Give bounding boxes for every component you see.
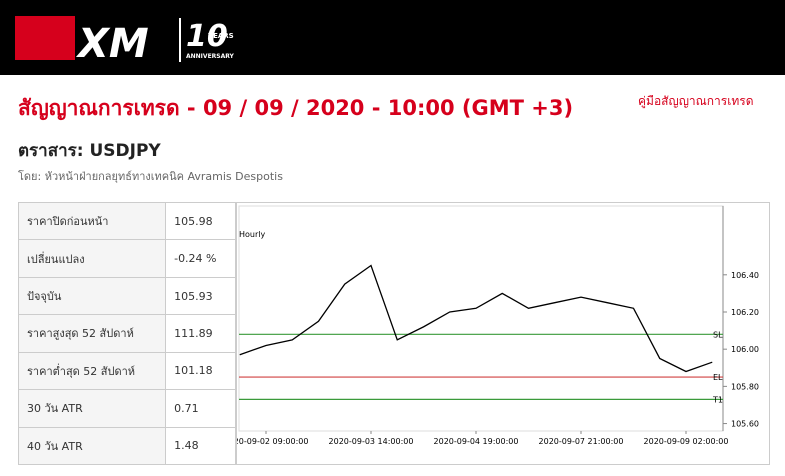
logo: XM 10 YEARS ANNIVERSARY xyxy=(15,16,235,67)
level-label: EL xyxy=(713,373,723,382)
chart-title: Hourly xyxy=(239,230,265,239)
cell-label: ปัจจุบัน xyxy=(17,276,167,316)
chart: Hourly 105.60 105.80 106.00 106.20 106.40 202… xyxy=(236,202,770,465)
instrument: ตราสาร: USDJPY xyxy=(18,141,161,161)
y-tick-label: 106.20 xyxy=(731,308,759,317)
stats-table: ราคาปิดก่อนหน้า 105.98 เปลี่ยนแปลง -0.24 % ป… xyxy=(17,201,236,466)
logo-box xyxy=(15,16,75,60)
logo-anniversary: ANNIVERSARY xyxy=(186,53,235,60)
table-row: ราคาปิดก่อนหน้า 105.98 xyxy=(17,201,236,241)
cell-label: เปลี่ยนแปลง xyxy=(17,239,167,278)
page-title: สัญญาณการเทรด - 09 / 09 / 2020 - 10:00 (… xyxy=(18,96,574,120)
cell-label: ราคาปิดก่อนหน้า xyxy=(17,201,167,241)
table-row: เปลี่ยนแปลง -0.24 % xyxy=(17,239,236,278)
x-tick-label: 2020-09-07 21:00:00 xyxy=(539,437,624,446)
logo-years: YEARS xyxy=(207,32,234,40)
guide-link[interactable]: คู่มือสัญญาณการเทรด xyxy=(638,94,754,108)
cell-label: ราคาต่ำสุด 52 สัปดาห์ xyxy=(17,351,167,391)
table-row: 30 วัน ATR 0.71 xyxy=(17,389,236,428)
table-row: 40 วัน ATR 1.48 xyxy=(17,426,236,466)
cell-value: 1.48 xyxy=(165,426,236,466)
logo-brand: XM xyxy=(75,21,149,67)
level-label: T1 xyxy=(712,395,723,404)
table-row: ปัจจุบัน 105.93 xyxy=(17,276,236,316)
y-tick-label: 105.60 xyxy=(731,420,759,429)
cell-value: 101.18 xyxy=(165,351,236,391)
y-tick-label: 106.00 xyxy=(731,345,759,354)
cell-value: -0.24 % xyxy=(165,239,236,278)
author: โดย: หัวหน้าฝ่ายกลยุทธ์ทางเทคนิค Avramis… xyxy=(18,170,283,183)
plot-area xyxy=(238,205,724,432)
y-tick-label: 105.80 xyxy=(731,382,759,391)
table-row: ราคาต่ำสุด 52 สัปดาห์ 101.18 xyxy=(17,351,236,391)
x-tick-label: 2020-09-04 19:00:00 xyxy=(434,437,519,446)
cell-label: ราคาสูงสุด 52 สัปดาห์ xyxy=(17,314,167,353)
cell-label: 40 วัน ATR xyxy=(17,426,167,466)
x-tick-label: 2020-09-03 14:00:00 xyxy=(329,437,414,446)
table-row: ราคาสูงสุด 52 สัปดาห์ 111.89 xyxy=(17,314,236,353)
cell-value: 105.93 xyxy=(165,276,236,316)
price-line xyxy=(239,264,713,373)
cell-value: 111.89 xyxy=(165,314,236,353)
header: XM 10 YEARS ANNIVERSARY xyxy=(0,0,785,75)
cell-value: 0.71 xyxy=(165,389,236,428)
logo-number: 10 xyxy=(186,19,228,54)
x-tick-label: 2020-09-09 02:00:00 xyxy=(644,437,729,446)
x-tick-label: 2020-09-02 09:00:00 xyxy=(236,437,308,446)
y-tick-label: 106.40 xyxy=(731,271,759,280)
cell-value: 105.98 xyxy=(165,201,236,241)
level-label: SL xyxy=(713,330,723,339)
cell-label: 30 วัน ATR xyxy=(17,389,167,428)
